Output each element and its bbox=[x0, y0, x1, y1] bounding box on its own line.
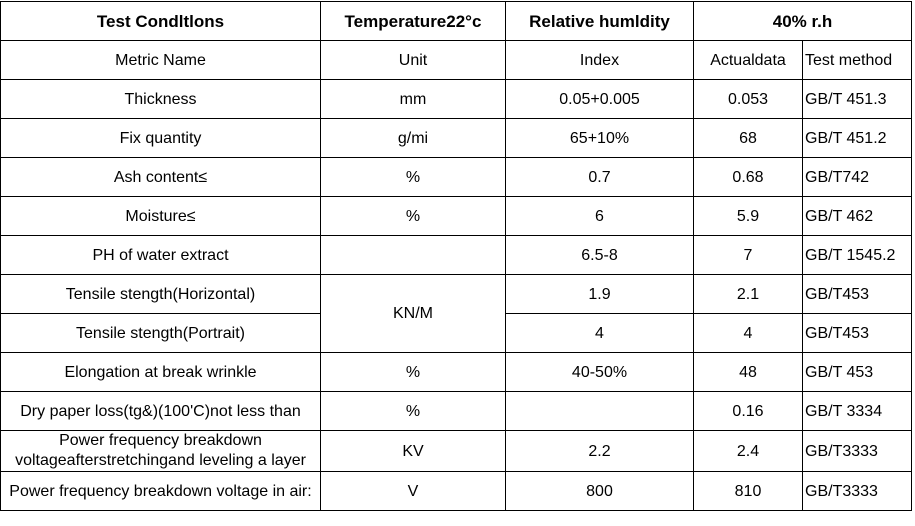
header-cell: Temperature22°c bbox=[320, 1, 506, 41]
cell-unit: KV bbox=[320, 430, 506, 472]
cell-unit: % bbox=[320, 352, 506, 392]
cell-actual: 5.9 bbox=[693, 196, 803, 236]
cell-index: 65+10% bbox=[505, 118, 694, 158]
table-row: Power frequency breakdown voltageafterst… bbox=[0, 430, 913, 472]
column-header: Metric Name bbox=[0, 40, 321, 80]
header-row: Test Condltlons Temperature22°c Relative… bbox=[0, 1, 913, 41]
cell-index: 1.9 bbox=[505, 274, 694, 314]
cell-method: GB/T 451.2 bbox=[801, 118, 913, 158]
cell-name: Moisture≤ bbox=[0, 196, 321, 236]
cell-actual: 7 bbox=[693, 235, 803, 275]
cell-name: Dry paper loss(tg&)(100'C)not less than bbox=[0, 391, 321, 431]
table-row: Thickness mm 0.05+0.005 0.053 GB/T 451.3 bbox=[0, 79, 913, 119]
header-cell: Test Condltlons bbox=[0, 1, 321, 41]
cell-actual: 810 bbox=[693, 471, 803, 511]
table-row: Fix quantity g/mi 65+10% 68 GB/T 451.2 bbox=[0, 118, 913, 158]
cell-index: 6 bbox=[505, 196, 694, 236]
cell-actual: 0.68 bbox=[693, 157, 803, 197]
cell-unit bbox=[320, 235, 506, 275]
table-row: Power frequency breakdown voltage in air… bbox=[0, 471, 913, 511]
cell-method: GB/T 453 bbox=[801, 352, 913, 392]
cell-name: Ash content≤ bbox=[0, 157, 321, 197]
cell-actual: 0.16 bbox=[693, 391, 803, 431]
cell-name: Power frequency breakdown voltageafterst… bbox=[0, 430, 321, 472]
cell-method: GB/T3333 bbox=[801, 471, 913, 511]
cell-method: GB/T453 bbox=[801, 313, 913, 353]
cell-index: 40-50% bbox=[505, 352, 694, 392]
cell-method: GB/T 1545.2 bbox=[801, 235, 913, 275]
column-header: Index bbox=[505, 40, 694, 80]
cell-method: GB/T3333 bbox=[801, 430, 913, 472]
cell-name: Elongation at break wrinkle bbox=[0, 352, 321, 392]
cell-name: Thickness bbox=[0, 79, 321, 119]
cell-index: 2.2 bbox=[505, 430, 694, 472]
cell-unit: % bbox=[320, 157, 506, 197]
cell-index: 0.05+0.005 bbox=[505, 79, 694, 119]
table-row: PH of water extract 6.5-8 7 GB/T 1545.2 bbox=[0, 235, 913, 275]
cell-actual: 48 bbox=[693, 352, 803, 392]
header-cell: 40% r.h bbox=[692, 1, 913, 41]
cell-method: GB/T 451.3 bbox=[801, 79, 913, 119]
cell-name: PH of water extract bbox=[0, 235, 321, 275]
cell-actual: 2.1 bbox=[693, 274, 803, 314]
cell-name: Fix quantity bbox=[0, 118, 321, 158]
cell-method: GB/T 3334 bbox=[801, 391, 913, 431]
cell-method: GB/T453 bbox=[801, 274, 913, 314]
column-header: Actualdata bbox=[693, 40, 803, 80]
header-cell: Relative humldity bbox=[505, 1, 694, 41]
cell-index: 800 bbox=[505, 471, 694, 511]
table-row: Dry paper loss(tg&)(100'C)not less than%… bbox=[0, 391, 913, 431]
cell-unit: KN/M bbox=[320, 274, 506, 353]
cell-unit: % bbox=[320, 391, 506, 431]
table-row: Ash content≤% 0.7 0.68 GB/T742 bbox=[0, 157, 913, 197]
column-header: Test method bbox=[801, 40, 913, 80]
table-row: Elongation at break wrinkle% 40-50% 48 GB/T… bbox=[0, 352, 913, 392]
table-row: Moisture≤% 6 5.9 GB/T 462 bbox=[0, 196, 913, 236]
cell-unit: mm bbox=[320, 79, 506, 119]
spec-table: Test Condltlons Temperature22°c Relative… bbox=[0, 1, 913, 511]
cell-actual: 68 bbox=[693, 118, 803, 158]
cell-name: Power frequency breakdown voltage in air… bbox=[0, 471, 321, 511]
cell-unit: % bbox=[320, 196, 506, 236]
cell-index bbox=[505, 391, 694, 431]
cell-method: GB/T 462 bbox=[801, 196, 913, 236]
cell-actual: 4 bbox=[693, 313, 803, 353]
cell-name: Tensile stength(Horizontal) bbox=[0, 274, 321, 314]
column-row: Metric Name Unit Index Actualdata Test m… bbox=[0, 40, 913, 80]
cell-unit: g/mi bbox=[320, 118, 506, 158]
table-row: Tensile stength(Horizontal) KN/M 1.9 2.1 GB/… bbox=[0, 274, 913, 353]
cell-actual: 2.4 bbox=[693, 430, 803, 472]
table-row: Tensile stength(Portrait) 4 4 GB/T453 bbox=[0, 313, 913, 353]
cell-method: GB/T742 bbox=[801, 157, 913, 197]
cell-actual: 0.053 bbox=[693, 79, 803, 119]
cell-index: 4 bbox=[505, 313, 694, 353]
cell-index: 6.5-8 bbox=[505, 235, 694, 275]
column-header: Unit bbox=[320, 40, 506, 80]
cell-name: Tensile stength(Portrait) bbox=[0, 313, 321, 353]
cell-index: 0.7 bbox=[505, 157, 694, 197]
cell-unit: V bbox=[320, 471, 506, 511]
